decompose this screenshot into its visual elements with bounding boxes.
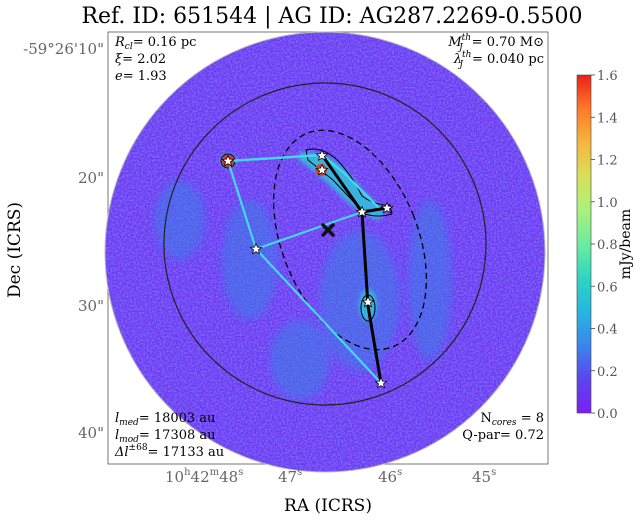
- param-lambda: λth J = 0.040 pc: [453, 50, 544, 70]
- x-tick-label: 10h42m48s: [165, 467, 243, 486]
- core-star: [315, 149, 329, 162]
- colorbar-tick-label: 0.8: [597, 238, 618, 253]
- y-tick-label: 20": [78, 169, 104, 187]
- colorbar-label: mJy/beam: [618, 209, 634, 279]
- params-right: Mth J = 0.70 M⊙ λth J = 0.040 pc: [447, 33, 544, 70]
- core-star: [355, 205, 369, 218]
- stat-qpar: Q-par= 0.72: [462, 428, 544, 443]
- core-markers: [221, 149, 394, 389]
- colorbar-tick-label: 1.4: [597, 111, 618, 126]
- core-star: [361, 295, 375, 308]
- stats-right: Ncores = 8 Q-par= 0.72: [462, 411, 544, 443]
- colorbar-tick-label: 1.6: [597, 69, 618, 84]
- x-tick-label: 46s: [378, 467, 402, 486]
- y-tick-label: 30": [78, 297, 104, 315]
- param-rcl: Rcl= 0.16 pc: [114, 35, 196, 52]
- emission-map: [105, 32, 545, 472]
- param-mj: Mth J = 0.70 M⊙: [447, 33, 544, 53]
- core-star: [374, 376, 388, 389]
- colorbar-tick-label: 0.6: [597, 280, 618, 295]
- colorbar-tick-label: 1.2: [597, 154, 618, 169]
- clump-circle: [163, 82, 487, 406]
- x-axis-label: RA (ICRS): [284, 496, 372, 516]
- x-tick-label: 45s: [472, 467, 496, 486]
- stat-lmed: lmed= 18003 au: [115, 411, 215, 428]
- core-star: [315, 163, 329, 176]
- figure-title: Ref. ID: 651544 | AG ID: AG287.2269-0.55…: [81, 4, 582, 29]
- core-star: [380, 201, 394, 214]
- x-tick-label: 47s: [278, 467, 302, 486]
- y-axis: -59°26'10" 20" 30" 40": [23, 40, 104, 442]
- colorbar-tick-label: 0.4: [597, 323, 618, 338]
- map-boundary: [104, 31, 546, 473]
- center-marker: [321, 223, 335, 237]
- param-xi: ξ= 2.02: [115, 52, 166, 67]
- fit-ellipse: [272, 129, 428, 351]
- y-tick-label: 40": [78, 424, 104, 442]
- x-axis: 10h42m48s 47s 46s 45s: [165, 467, 496, 486]
- y-axis-label: Dec (ICRS): [5, 202, 25, 298]
- stat-ncores: Ncores = 8: [480, 411, 544, 428]
- params-left: Rcl= 0.16 pc ξ= 2.02 e= 1.93: [114, 35, 196, 84]
- colorbar-ticks: 0.0 0.2 0.4 0.6 0.8 1.0 1.2 1.4 1.6: [591, 69, 618, 422]
- core-star: [221, 154, 235, 167]
- stat-lmod: lmod= 17308 au: [115, 428, 216, 445]
- core-star: [249, 242, 263, 255]
- colorbar-tick-label: 0.0: [597, 407, 618, 422]
- colorbar-bar: [576, 74, 592, 414]
- y-tick-label: -59°26'10": [23, 40, 104, 58]
- stats-left: lmed= 18003 au lmod= 17308 au Δl±68= 171…: [114, 411, 224, 460]
- param-e: e= 1.93: [115, 69, 167, 84]
- stat-dl: Δl±68= 17133 au: [114, 443, 224, 460]
- colorbar: 0.0 0.2 0.4 0.6 0.8 1.0 1.2 1.4 1.6 mJy/beam: [576, 69, 634, 422]
- colorbar-tick-label: 1.0: [597, 196, 618, 211]
- colorbar-tick-label: 0.2: [597, 365, 618, 380]
